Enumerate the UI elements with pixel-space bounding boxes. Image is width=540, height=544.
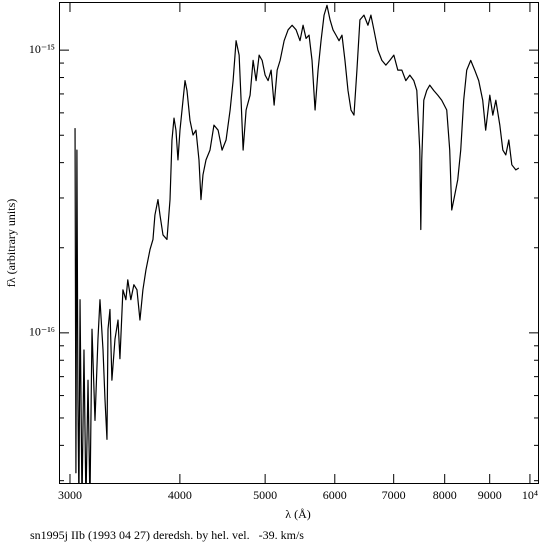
y-axis-label: fλ (arbitrary units) [4,199,18,287]
spectrum-line [74,4,520,484]
x-tick-label: 5000 [253,488,277,502]
x-tick-label: 6000 [323,488,347,502]
x-tick-label: 3000 [58,488,82,502]
plot-area [74,4,520,484]
x-tick-label: 9000 [478,488,502,502]
caption: sn1995j IIb (1993 04 27) deredsh. by hel… [30,528,304,542]
y-tick-label: 10⁻¹⁵ [29,42,55,56]
y-tick-label: 10⁻¹⁶ [29,325,55,339]
x-tick-label: 4000 [168,488,192,502]
x-tick-label: 10⁴ [522,488,538,502]
x-axis-label: λ (Å) [285,507,310,521]
x-tick-label: 8000 [433,488,457,502]
plot-frame [59,2,539,484]
x-tick-label: 7000 [382,488,406,502]
